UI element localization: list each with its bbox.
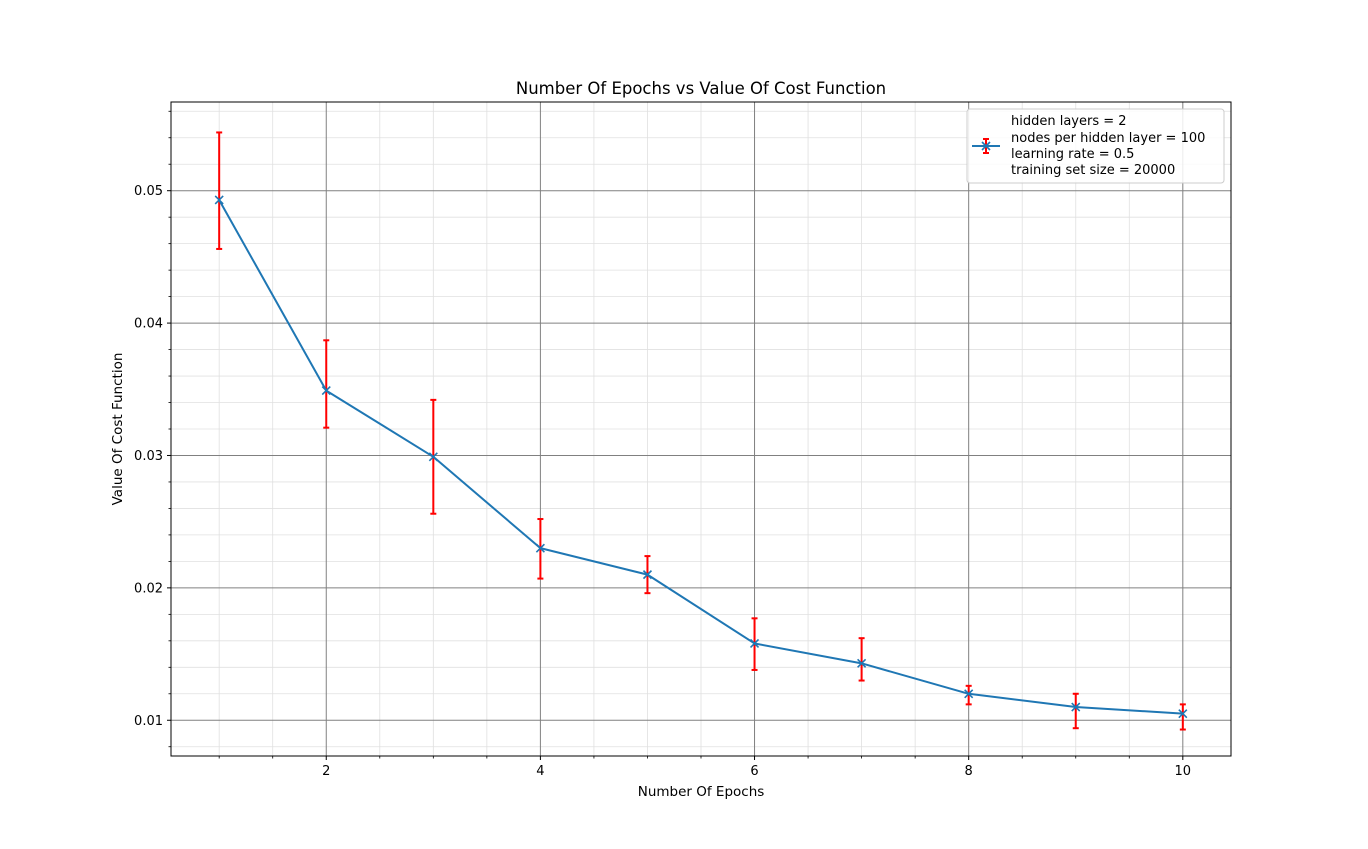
major-grid	[171, 102, 1231, 756]
data-point-marker	[749, 638, 760, 649]
y-tick-label: 0.05	[134, 184, 163, 199]
legend-label-line-4: training set size = 20000	[1011, 163, 1175, 178]
x-axis-label: Number Of Epochs	[638, 784, 765, 800]
x-tick-label: 2	[322, 764, 330, 779]
legend-box	[966, 108, 1225, 184]
data-point-marker	[964, 689, 974, 699]
x-tick-label: 8	[965, 764, 973, 779]
y-tick-label: 0.01	[134, 714, 163, 729]
series-polyline	[218, 199, 1183, 715]
x-tick-label: 6	[750, 764, 758, 779]
legend-label-line-1: hidden layers = 2	[1011, 114, 1127, 129]
x-tick-label: 10	[1175, 764, 1192, 779]
legend-label-line-2: nodes per hidden layer = 100	[1011, 131, 1205, 146]
chart-title: Number Of Epochs vs Value Of Cost Functi…	[516, 79, 886, 98]
y-tick-label: 0.03	[134, 449, 163, 464]
data-point-marker	[535, 543, 545, 553]
data-point-marker	[857, 658, 867, 668]
y-tick-label: 0.02	[134, 581, 163, 596]
data-point-marker	[321, 386, 331, 396]
data-point-marker	[1178, 709, 1188, 719]
y-axis-label: Value Of Cost Function	[110, 353, 126, 506]
legend: hidden layers = 2 nodes per hidden layer…	[966, 108, 1225, 184]
plot-frame	[170, 101, 1232, 757]
series-markers	[214, 195, 1188, 719]
data-point-marker	[642, 570, 653, 580]
data-point-marker	[1071, 702, 1081, 712]
y-tick-label: 0.04	[134, 317, 163, 332]
data-point-marker	[428, 452, 438, 462]
data-point-marker	[214, 195, 224, 205]
minor-grid	[171, 102, 1231, 756]
legend-marker-x	[981, 141, 991, 151]
series-line	[218, 199, 1183, 715]
axis-tick-labels: 2 4 6 8 10 0.01 0.02 0.03 0.04 0.05	[134, 184, 1191, 779]
x-tick-label: 4	[536, 764, 544, 779]
legend-label-line-3: learning rate = 0.5	[1011, 147, 1134, 162]
